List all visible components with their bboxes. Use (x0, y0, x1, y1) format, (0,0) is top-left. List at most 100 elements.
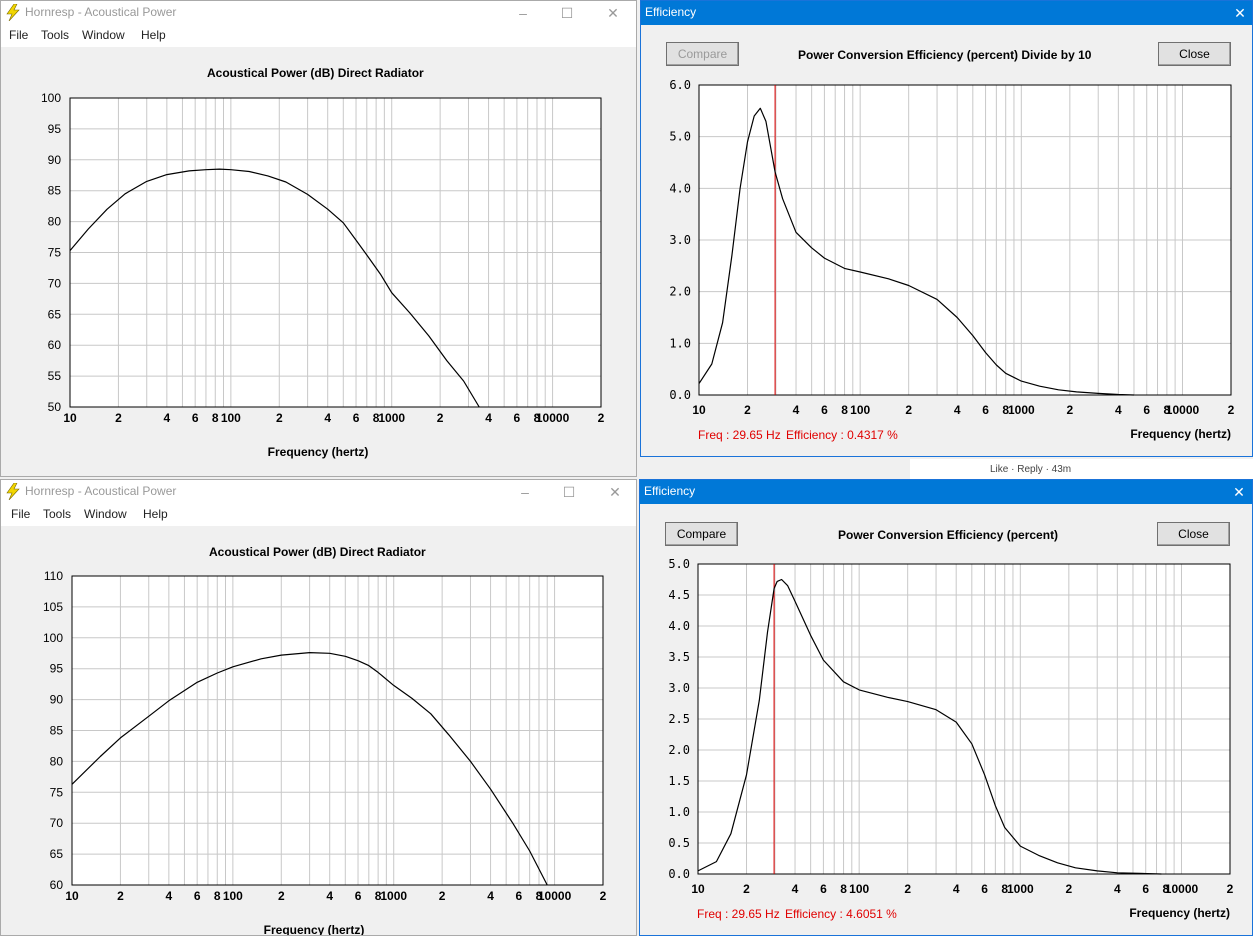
y-tick-label: 50 (48, 400, 62, 414)
y-tick-label: 80 (48, 215, 62, 229)
titlebar[interactable]: Efficiency ✕ (641, 1, 1252, 25)
close-button-label: Close (1178, 527, 1209, 541)
x-tick-label: 6 (981, 882, 988, 896)
y-tick-label: 80 (50, 754, 64, 768)
menubar: File Tools Window Help (1, 504, 636, 526)
x-tick-label: 2 (743, 882, 750, 896)
x-tick-label: 10000 (1166, 403, 1200, 417)
x-tick-label: 2 (600, 889, 607, 903)
x-tick-label: 2 (1228, 403, 1235, 417)
hornresp-window-top: Hornresp - Acoustical Power – ☐ ✕ File T… (0, 0, 637, 477)
x-tick-label: 10 (63, 411, 77, 425)
frequency-readout: Freq : 29.65 Hz (698, 428, 781, 442)
plot-border (698, 84, 1232, 396)
like-reply-text: Like · Reply · 43m (990, 464, 1072, 475)
x-axis-title: Frequency (hertz) (264, 923, 365, 936)
x-tick-label: 8 (840, 882, 847, 896)
y-tick-label: 60 (48, 338, 62, 352)
efficiency-readout: Efficiency : 4.6051 % (785, 907, 897, 921)
close-window-button[interactable]: ✕ (1233, 484, 1245, 500)
series-line (697, 578, 1162, 875)
y-tick-label: 0.0 (669, 388, 691, 402)
chart-area: Compare Power Conversion Efficiency (per… (640, 504, 1252, 935)
close-button[interactable]: Close (1157, 522, 1230, 546)
x-tick-label: 1000 (1007, 882, 1034, 896)
menu-tools[interactable]: Tools (43, 507, 72, 521)
x-tick-label: 10 (65, 889, 79, 903)
series-line (69, 168, 480, 408)
y-tick-label: 1.5 (668, 774, 690, 788)
x-tick-label: 8 (1001, 882, 1008, 896)
x-tick-label: 10000 (538, 889, 572, 903)
x-axis-title: Frequency (hertz) (268, 445, 369, 459)
titlebar[interactable]: Hornresp - Acoustical Power – ☐ ✕ (1, 1, 636, 25)
close-window-button[interactable]: ✕ (609, 484, 621, 500)
y-tick-label: 3.0 (668, 681, 690, 695)
x-tick-label: 2 (439, 889, 446, 903)
menu-file[interactable]: File (11, 507, 31, 521)
y-tick-label: 70 (48, 276, 62, 290)
series-line (698, 107, 1135, 396)
x-tick-label: 6 (1143, 403, 1150, 417)
y-tick-label: 1.0 (668, 805, 690, 819)
compare-button[interactable]: Compare (665, 522, 738, 546)
close-button[interactable]: Close (1158, 42, 1231, 66)
maximize-button[interactable]: ☐ (560, 5, 574, 21)
close-window-button[interactable]: ✕ (607, 5, 619, 21)
compare-button-label: Compare (677, 47, 728, 61)
menu-window[interactable]: Window (82, 28, 125, 42)
y-tick-label: 6.0 (669, 78, 691, 92)
chart-area: Acoustical Power (dB) Direct Radiator 11… (1, 526, 636, 935)
y-tick-label: 100 (43, 631, 63, 645)
x-tick-label: 4 (1114, 882, 1121, 896)
x-tick-label: 10000 (536, 411, 570, 425)
y-tick-label: 70 (50, 816, 64, 830)
minimize-button[interactable]: – (519, 5, 527, 21)
menu-tools[interactable]: Tools (41, 28, 70, 42)
hornresp-window-bottom: Hornresp - Acoustical Power – ☐ ✕ File T… (0, 479, 637, 936)
y-tick-label: 2.0 (668, 743, 690, 757)
efficiency-chart[interactable]: 5.04.54.03.53.02.52.01.51.00.50.010 2 4 6 8 1… (640, 504, 1252, 935)
chart-area: Acoustical Power (dB) Direct Radiator 10… (1, 47, 636, 476)
menu-help[interactable]: Help (141, 28, 166, 42)
x-tick-label: 4 (166, 889, 173, 903)
close-window-button[interactable]: ✕ (1234, 5, 1246, 21)
x-tick-label: 4 (324, 411, 331, 425)
y-tick-label: 95 (50, 662, 64, 676)
y-tick-label: 4.0 (669, 181, 691, 195)
menu-file[interactable]: File (9, 28, 29, 42)
x-tick-label: 6 (353, 411, 360, 425)
y-tick-label: 0.0 (668, 867, 690, 881)
titlebar[interactable]: Efficiency ✕ (640, 480, 1252, 504)
x-tick-label: 2 (904, 882, 911, 896)
x-tick-label: 8 (375, 889, 382, 903)
minimize-button[interactable]: – (521, 484, 529, 500)
y-tick-label: 75 (50, 785, 64, 799)
x-tick-label: 4 (485, 411, 492, 425)
maximize-button[interactable]: ☐ (562, 484, 576, 500)
x-tick-label: 6 (820, 882, 827, 896)
compare-button[interactable]: Compare (666, 42, 739, 66)
window-title: Hornresp - Acoustical Power (25, 484, 177, 498)
chart-title: Power Conversion Efficiency (percent) Di… (798, 48, 1092, 62)
x-tick-label: 2 (117, 889, 124, 903)
x-tick-label: 4 (326, 889, 333, 903)
x-tick-label: 4 (793, 403, 800, 417)
x-tick-label: 2 (905, 403, 912, 417)
menu-window[interactable]: Window (84, 507, 127, 521)
y-tick-label: 3.5 (668, 650, 690, 664)
y-tick-label: 60 (50, 878, 64, 892)
efficiency-window-top: Efficiency ✕ Compare Power Conversion Ef… (640, 0, 1253, 457)
x-tick-label: 2 (278, 889, 285, 903)
y-tick-label: 1.0 (669, 336, 691, 350)
x-tick-label: 6 (194, 889, 201, 903)
x-tick-label: 4 (487, 889, 494, 903)
x-tick-label: 2 (1227, 882, 1234, 896)
x-tick-label: 6 (192, 411, 199, 425)
titlebar[interactable]: Hornresp - Acoustical Power – ☐ ✕ (1, 480, 636, 504)
x-tick-label: 8 (373, 411, 380, 425)
menu-help[interactable]: Help (143, 507, 168, 521)
x-tick-label: 8 (536, 889, 543, 903)
